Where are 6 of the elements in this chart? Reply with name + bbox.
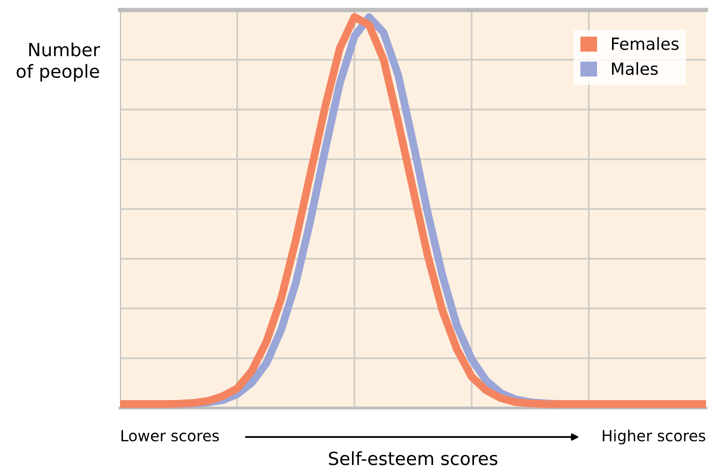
legend-label: Males [612, 62, 658, 76]
x-axis-title: Self-esteem scores [328, 451, 498, 466]
y-axis-title: Number of people [16, 42, 100, 82]
legend-label: Females [612, 37, 679, 50]
text: Lower scores [122, 430, 219, 442]
text: Higher scores [602, 430, 706, 444]
